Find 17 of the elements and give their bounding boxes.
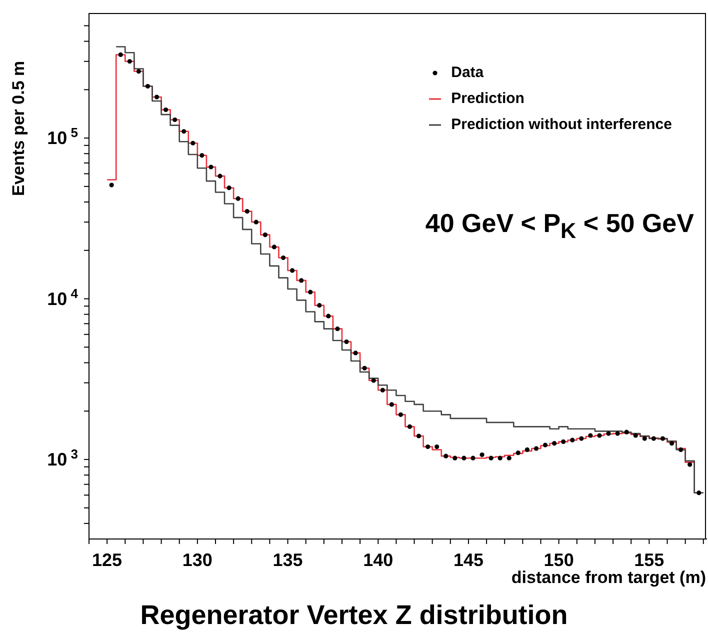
text: Regenerator Vertex Z distribution <box>139 600 569 631</box>
x-tick-label: 140 <box>363 550 394 570</box>
x-tick-label: 125 <box>92 550 122 570</box>
x-axis-title: distance from target (m) <box>511 568 706 588</box>
legend-label: Prediction without interference <box>451 115 672 135</box>
y-tick-label: 10$^{3}$ <box>47 446 78 470</box>
x-tick-label: 135 <box>272 550 303 570</box>
x-tick-label: 145 <box>453 550 484 570</box>
y-tick-label: 10$^{5}$ <box>47 124 78 148</box>
y-axis-title: Events per 0.5 m <box>9 60 29 196</box>
x-tick-label: 130 <box>182 550 212 570</box>
annotation: 40 GeV < P$_{K}$ < 50 GeV <box>425 208 694 244</box>
x-tick-label: 150 <box>544 550 574 570</box>
y-tick-label: 10$^{4}$ <box>47 285 79 309</box>
legend-label: Prediction <box>451 89 524 109</box>
legend-label: Data <box>451 63 484 83</box>
x-tick-label: 155 <box>634 550 664 570</box>
